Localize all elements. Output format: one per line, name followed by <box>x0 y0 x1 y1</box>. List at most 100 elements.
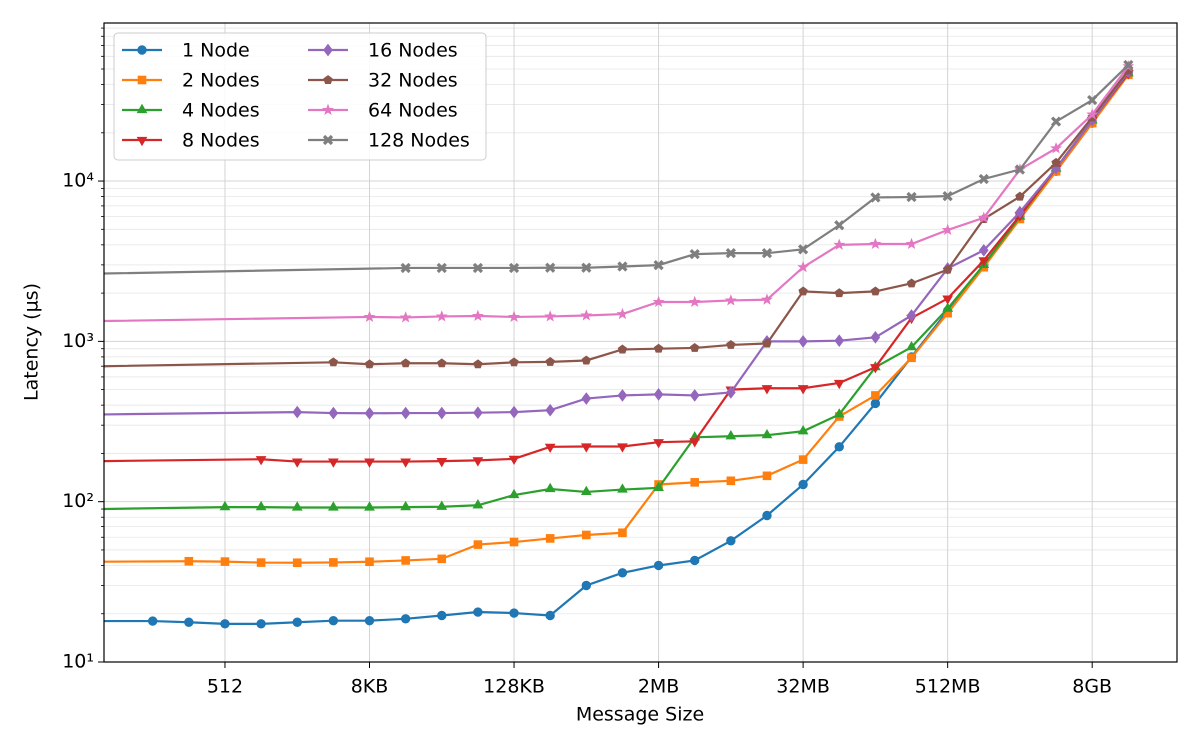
marker <box>509 608 519 618</box>
marker <box>582 530 591 540</box>
marker <box>545 534 555 543</box>
marker <box>220 619 230 629</box>
marker <box>617 261 628 272</box>
marker <box>473 607 483 617</box>
marker <box>762 471 772 481</box>
marker <box>473 406 483 420</box>
marker <box>906 191 917 203</box>
marker <box>544 310 557 322</box>
series-line <box>104 74 1130 564</box>
x-tick-label: 2MB <box>638 676 680 698</box>
marker <box>544 482 556 493</box>
marker <box>328 615 339 626</box>
marker <box>580 485 592 496</box>
legend-label: 8 Nodes <box>182 130 260 152</box>
marker <box>437 358 447 368</box>
marker <box>581 262 592 273</box>
marker <box>400 500 412 511</box>
marker <box>473 359 483 369</box>
marker <box>508 310 520 323</box>
marker <box>1015 205 1025 219</box>
marker <box>544 443 556 453</box>
marker <box>256 558 266 567</box>
marker <box>726 340 736 349</box>
y-tick-label: 10⁴ <box>62 170 94 192</box>
marker <box>323 75 333 84</box>
marker <box>906 309 917 322</box>
marker <box>941 223 954 236</box>
marker <box>906 278 917 288</box>
legend-label: 4 Nodes <box>182 100 260 122</box>
marker <box>834 288 844 298</box>
marker <box>724 294 737 306</box>
marker <box>401 556 410 565</box>
legend: 1 Node 2 Nodes 4 Nodes 8 Nodes 16 Nodes 32 No… <box>113 32 487 161</box>
marker <box>255 500 267 511</box>
marker <box>473 540 483 549</box>
marker <box>437 554 447 564</box>
grid <box>104 23 1177 663</box>
marker <box>617 443 628 453</box>
x-tick-label: 8GB <box>1072 676 1112 698</box>
series-line <box>104 64 1130 275</box>
marker <box>978 243 989 257</box>
plot-area <box>104 59 1135 629</box>
marker <box>906 340 917 351</box>
marker <box>436 458 448 468</box>
marker <box>689 389 700 402</box>
marker <box>581 355 591 365</box>
marker <box>328 406 339 420</box>
marker <box>1086 108 1099 120</box>
marker <box>1014 164 1026 175</box>
marker <box>761 385 773 395</box>
marker <box>870 398 881 409</box>
marker <box>617 344 628 354</box>
x-tick-label: 8KB <box>351 676 389 698</box>
marker <box>907 353 916 363</box>
marker <box>834 220 845 231</box>
marker <box>322 134 334 146</box>
marker <box>653 260 664 271</box>
marker <box>653 481 664 491</box>
legend-label: 2 Nodes <box>182 70 260 92</box>
marker <box>136 136 148 147</box>
marker <box>508 488 520 499</box>
marker <box>323 43 333 57</box>
marker <box>761 428 773 439</box>
marker <box>364 501 375 511</box>
marker <box>689 438 701 448</box>
marker <box>725 248 736 259</box>
marker <box>761 293 773 305</box>
marker <box>798 455 808 464</box>
marker <box>219 500 231 511</box>
marker <box>798 244 809 255</box>
marker <box>292 558 302 568</box>
marker <box>255 456 267 466</box>
series-line <box>104 72 1130 463</box>
legend-box <box>113 32 487 161</box>
x-tick-label: 128KB <box>483 676 545 698</box>
y-axis-label: Latency (µs) <box>21 283 43 401</box>
marker <box>870 364 881 374</box>
marker <box>400 458 412 468</box>
marker <box>545 262 556 273</box>
y-tick-label: 10³ <box>62 330 94 352</box>
marker <box>833 379 845 390</box>
marker <box>726 536 736 546</box>
marker <box>545 403 555 417</box>
marker <box>400 358 411 368</box>
marker <box>329 558 338 567</box>
marker <box>762 338 772 348</box>
axes: 10¹ 10² 10³ 10⁴ 512 8KB 128KB 2MB 32MB 512MB 8GB <box>62 27 1112 698</box>
marker <box>580 309 593 321</box>
marker <box>292 405 303 419</box>
marker <box>942 191 953 202</box>
marker <box>653 343 664 353</box>
marker <box>726 386 736 399</box>
marker <box>978 257 990 267</box>
marker <box>726 476 736 486</box>
marker <box>1050 142 1063 154</box>
marker <box>581 580 592 591</box>
series-line <box>104 69 1130 368</box>
marker <box>509 537 519 547</box>
